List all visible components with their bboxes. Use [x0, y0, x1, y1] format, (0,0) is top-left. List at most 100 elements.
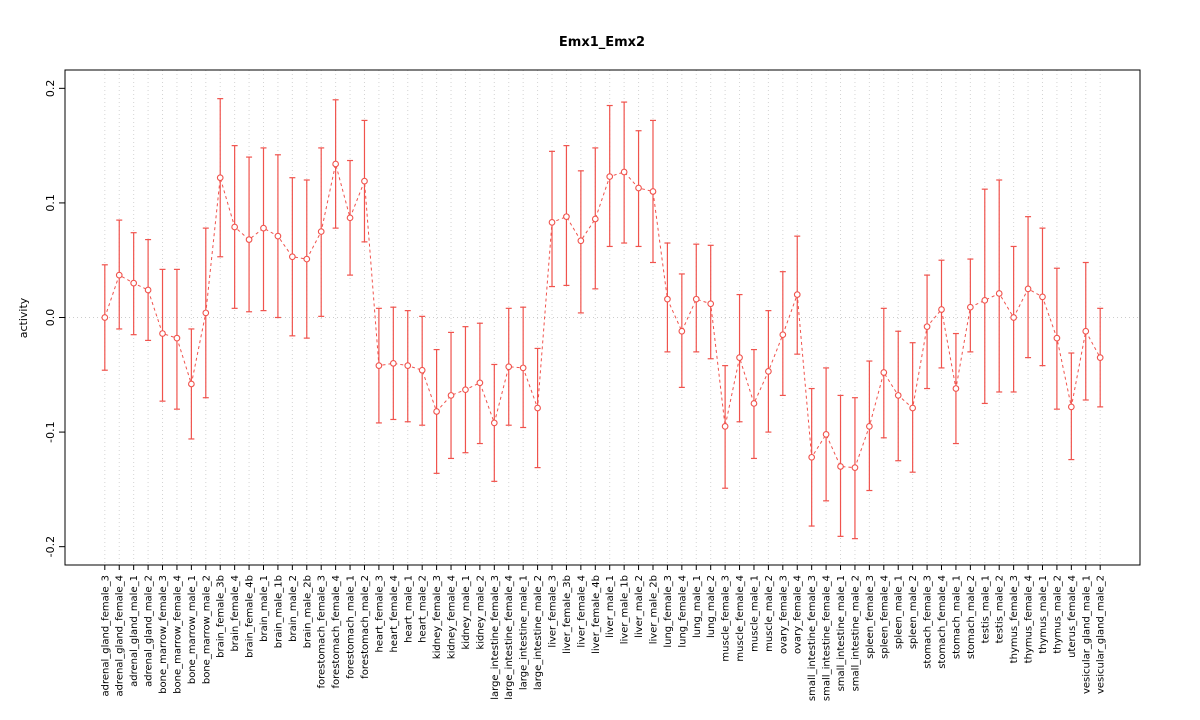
data-point — [1096, 354, 1104, 361]
series-line — [104, 163, 1101, 469]
data-point — [447, 392, 455, 399]
data-point — [231, 223, 238, 231]
data-point — [837, 463, 844, 470]
x-tick-label: vesicular_gland_male_1 — [1081, 575, 1092, 694]
x-tick-label: liver_male_1b — [620, 575, 631, 644]
data-point — [548, 219, 556, 226]
x-tick-label: adrenal_gland_female_3 — [100, 575, 111, 697]
x-tick-label: testis_male_2 — [995, 575, 1006, 643]
x-tick-label: liver_male_2 — [634, 575, 645, 638]
x-tick-label: thymus_female_3 — [1009, 575, 1020, 663]
x-tick-label: small_intestine_female_3 — [807, 575, 818, 701]
data-point — [995, 290, 1003, 297]
x-tick-label: forestomach_male_2 — [360, 575, 371, 679]
x-tick-label: brain_female_4 — [230, 575, 241, 652]
x-tick-label: kidney_male_2 — [475, 575, 486, 650]
x-tick-label: large_intestine_female_4 — [504, 575, 515, 700]
x-tick-label: heart_female_3 — [374, 575, 385, 653]
x-tick-label: small_intestine_male_2 — [850, 575, 861, 691]
data-point — [404, 362, 412, 369]
x-tick-label: liver_female_4 — [576, 575, 587, 648]
y-tick-label: 0.2 — [44, 80, 57, 98]
plot-area: -0.2 -0.1 0.0 0.1 0.2 adrenal_gland_female_3 a… — [44, 69, 1141, 701]
data-point — [591, 215, 599, 223]
y-tick-label: 0.1 — [44, 194, 57, 212]
x-tick-label: adrenal_gland_female_4 — [115, 575, 126, 697]
x-tick-label: bone_marrow_female_4 — [172, 575, 183, 694]
data-point — [361, 177, 368, 185]
data-point — [101, 314, 109, 321]
data-point — [1039, 293, 1046, 301]
x-tick-label: uterus_female_4 — [1067, 575, 1078, 658]
data-point — [159, 330, 166, 337]
data-point — [389, 359, 397, 367]
x-tick-label: brain_male_1 — [259, 575, 270, 642]
x-tick-label: thymus_female_4 — [1024, 575, 1035, 663]
x-tick-label: forestomach_female_3 — [317, 575, 328, 688]
data-point — [534, 404, 541, 412]
x-tick-label: lung_male_1 — [692, 575, 703, 638]
data-point — [894, 392, 902, 399]
y-tick-label: -0.1 — [44, 421, 57, 442]
x-tick-label: lung_female_3 — [663, 575, 674, 648]
data-point — [678, 327, 686, 335]
chart-title: Emx1_Emx2 — [559, 35, 645, 50]
data-point — [866, 423, 873, 430]
x-tick-label: stomach_male_2 — [966, 575, 977, 659]
x-tick-label: heart_male_1 — [403, 575, 414, 643]
x-tick-label: kidney_female_4 — [447, 575, 458, 659]
data-point — [707, 300, 715, 308]
data-point — [1082, 327, 1090, 335]
plot-border — [64, 69, 1141, 566]
x-tick-label: vesicular_gland_male_2 — [1096, 575, 1107, 694]
data-point — [1067, 403, 1075, 411]
x-tick-label: muscle_female_3 — [721, 575, 732, 662]
x-tick-label: muscle_male_1 — [749, 575, 760, 652]
x-tick-label: small_intestine_male_1 — [836, 575, 847, 691]
data-point — [563, 213, 570, 221]
data-point — [736, 354, 743, 361]
x-tick-label: adrenal_gland_male_1 — [129, 575, 140, 687]
data-point — [577, 237, 585, 245]
data-point — [375, 362, 383, 369]
data-point — [880, 369, 888, 376]
x-tick-label: large_intestine_male_1 — [519, 575, 530, 690]
data-point — [260, 224, 267, 232]
data-point — [505, 363, 513, 371]
data-point — [418, 366, 426, 374]
data-point — [188, 380, 195, 388]
x-tick-label: large_intestine_male_2 — [533, 575, 544, 690]
x-tick-label: heart_male_2 — [418, 575, 429, 643]
x-tick-label: spleen_female_3 — [865, 575, 876, 659]
data-point — [490, 419, 498, 427]
x-tick-label: forestomach_female_4 — [331, 575, 342, 688]
data-point — [332, 160, 339, 168]
x-tick-label: liver_female_3 — [548, 575, 559, 648]
data-point — [144, 286, 152, 294]
x-tick-label: adrenal_gland_male_2 — [144, 575, 155, 687]
data-point — [115, 271, 123, 279]
data-point — [952, 385, 960, 392]
data-point — [462, 386, 469, 394]
x-tick-label: brain_female_3b — [216, 575, 227, 658]
data-point — [202, 309, 210, 317]
data-point — [245, 236, 253, 243]
data-point — [288, 253, 296, 261]
data-point — [765, 368, 772, 375]
x-tick-label: stomach_female_3 — [923, 575, 934, 669]
x-tick-label: lung_male_2 — [706, 575, 717, 638]
x-tick-label: ovary_female_4 — [793, 575, 804, 654]
y-axis-label: activity — [17, 297, 30, 338]
data-point — [274, 232, 282, 240]
data-point — [606, 173, 614, 180]
data-point — [938, 306, 945, 313]
x-tick-label: spleen_male_1 — [894, 575, 905, 649]
data-point — [519, 364, 527, 372]
data-point — [909, 404, 917, 412]
x-tick-label: muscle_female_4 — [735, 575, 746, 662]
data-point — [664, 295, 671, 303]
data-point — [303, 255, 311, 263]
x-tick-label: brain_male_2b — [302, 575, 313, 648]
